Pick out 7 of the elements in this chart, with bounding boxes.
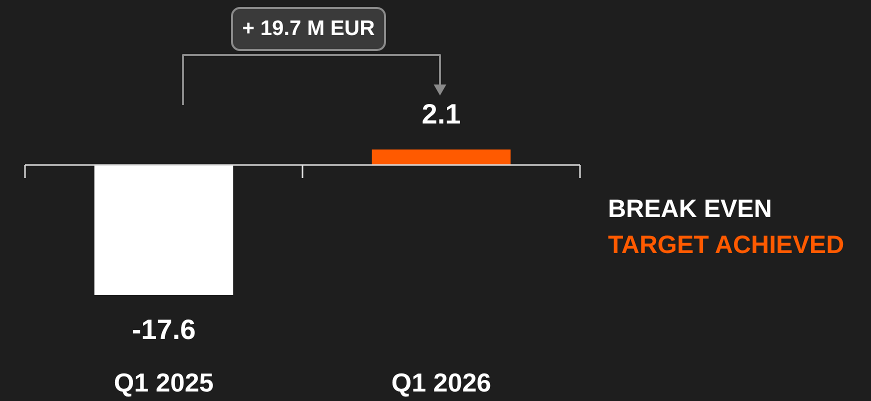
data-label: 2.1 <box>422 98 461 130</box>
data-label: -17.6 <box>132 314 196 345</box>
text: BREAK EVEN <box>608 195 772 223</box>
text: + 19.7 M EUR <box>242 17 375 40</box>
x-tick-label: Q1 2025 <box>114 368 214 398</box>
text: TARGET ACHIEVED <box>608 231 844 259</box>
x-tick-label: Q1 2026 <box>391 368 492 398</box>
